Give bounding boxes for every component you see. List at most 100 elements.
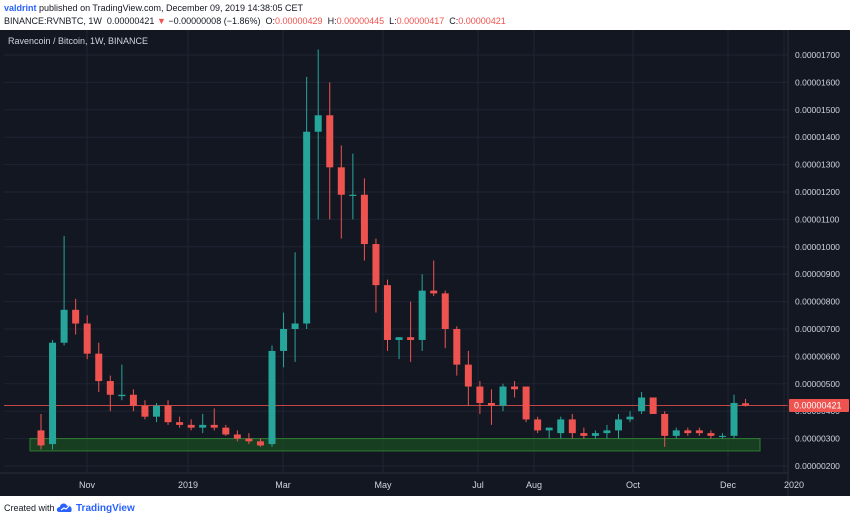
- candle: [684, 427, 692, 436]
- price-tick-label: 0.00001000: [795, 242, 840, 252]
- candle: [164, 400, 172, 425]
- candle-body: [545, 427, 553, 431]
- time-tick-label: Aug: [526, 480, 542, 490]
- footer-bar: Created with TradingView: [0, 496, 850, 520]
- time-axis[interactable]: Nov 2019 Mar May Jul Aug Oct Dec 2020: [79, 480, 804, 490]
- price-tick-label: 0.00001400: [795, 132, 840, 142]
- candle: [649, 397, 657, 414]
- open-value: 0.00000429: [275, 16, 323, 26]
- candle: [60, 235, 68, 346]
- candle-body: [499, 386, 507, 406]
- time-tick-label: Jul: [472, 480, 484, 490]
- candle-body: [256, 441, 264, 446]
- candle: [141, 400, 149, 420]
- candle: [72, 298, 80, 335]
- price-tick-label: 0.00001700: [795, 50, 840, 60]
- candle: [176, 416, 184, 428]
- candle: [742, 398, 750, 407]
- candle-body: [129, 394, 137, 406]
- candle-body: [603, 430, 611, 434]
- candle: [256, 438, 264, 447]
- chart-panel[interactable]: 0.000002000.000003000.000004000.00000500…: [0, 30, 850, 496]
- candle: [453, 326, 461, 376]
- candle-body: [95, 353, 103, 382]
- candle-body: [349, 194, 357, 196]
- candle: [638, 392, 646, 414]
- published-text: published on TradingView.com, December 0…: [39, 3, 304, 13]
- candle: [707, 430, 715, 439]
- open-label: O:: [265, 16, 275, 26]
- candle-body: [153, 405, 160, 417]
- candle: [349, 153, 357, 220]
- candle: [695, 427, 703, 436]
- candle-body: [557, 419, 565, 434]
- candle: [672, 427, 680, 439]
- candle-body: [291, 323, 299, 329]
- support-zone: [29, 438, 761, 452]
- candle: [522, 386, 530, 423]
- price-tick-label: 0.00000600: [795, 351, 840, 361]
- candle-body: [718, 435, 726, 438]
- tradingview-brand[interactable]: TradingView: [76, 503, 135, 514]
- candle-body: [591, 433, 599, 436]
- price-axis[interactable]: 0.000002000.000003000.000004000.00000500…: [795, 50, 840, 471]
- candle-body: [638, 397, 646, 412]
- time-tick-label: Mar: [275, 480, 291, 490]
- candle-body: [210, 424, 218, 428]
- candle-body: [672, 430, 680, 436]
- candle: [360, 178, 368, 261]
- candle: [303, 76, 311, 329]
- candle-body: [233, 434, 241, 439]
- time-tick-label: Nov: [79, 480, 96, 490]
- candle-body: [245, 438, 253, 442]
- candle-body: [395, 337, 403, 340]
- candle-body: [649, 397, 657, 414]
- candle: [95, 342, 103, 393]
- candle: [314, 49, 322, 220]
- candle-body: [487, 402, 495, 406]
- candle: [187, 419, 195, 431]
- candle: [268, 345, 276, 447]
- candle-body: [268, 350, 276, 445]
- candle: [326, 82, 334, 220]
- last-price-badge: 0.00000421: [789, 398, 849, 412]
- candle-body: [684, 430, 692, 434]
- time-tick-label: May: [374, 480, 392, 490]
- candle: [395, 337, 403, 360]
- candle: [199, 413, 207, 434]
- candle-body: [626, 416, 634, 420]
- candle: [499, 383, 507, 412]
- candle: [464, 350, 472, 406]
- candle-body: [384, 285, 391, 340]
- candle: [245, 433, 253, 445]
- candle: [511, 381, 519, 398]
- candlestick-chart[interactable]: 0.000002000.000003000.000004000.00000500…: [0, 30, 850, 496]
- candle-body: [615, 419, 622, 431]
- candle: [568, 413, 576, 439]
- last-price-label: 0.00000421: [794, 400, 842, 410]
- candle-body: [314, 115, 322, 132]
- candle: [153, 402, 160, 423]
- candle-body: [37, 430, 45, 446]
- candle: [37, 413, 45, 450]
- candle-body: [661, 413, 669, 436]
- candle: [106, 375, 114, 412]
- price-tick-label: 0.00000500: [795, 379, 840, 389]
- candle: [626, 411, 634, 423]
- close-label: C:: [449, 16, 459, 26]
- candle: [407, 301, 415, 362]
- candle: [233, 430, 241, 442]
- candle: [49, 339, 57, 450]
- candle-body: [511, 386, 519, 390]
- low-label: L:: [389, 16, 397, 26]
- candle-body: [407, 337, 415, 340]
- candle: [418, 274, 426, 351]
- candle: [372, 238, 380, 313]
- candle: [441, 290, 449, 349]
- down-arrow-icon: ▼: [156, 16, 166, 26]
- author-link[interactable]: valdrint: [4, 3, 37, 13]
- candle-body: [83, 323, 91, 354]
- candle-body: [106, 381, 114, 395]
- candle: [280, 312, 288, 368]
- price-tick-label: 0.00001200: [795, 187, 840, 197]
